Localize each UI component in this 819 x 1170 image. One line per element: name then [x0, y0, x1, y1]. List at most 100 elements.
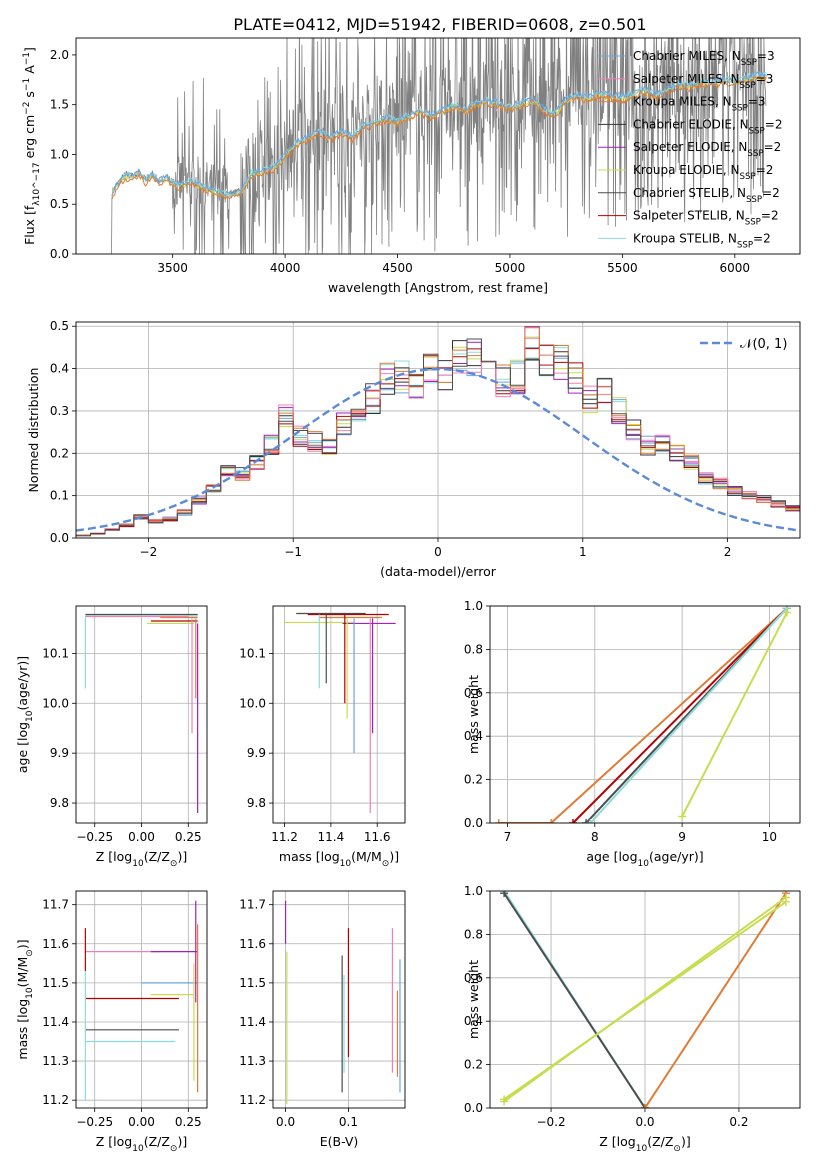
y-tick-label: 0.0	[50, 247, 69, 261]
y-tick-label: 11.7	[239, 898, 266, 912]
axes-frame	[75, 37, 801, 255]
legend-entry: Chabrier MILES, NSSP=3	[633, 49, 775, 68]
weight-point	[782, 608, 791, 617]
y-tick-label: 0.8	[464, 642, 483, 656]
observed-spectrum	[111, 38, 767, 254]
y-tick-label: 10.1	[42, 646, 69, 660]
weight-point	[678, 812, 687, 821]
y-tick-label: 11.5	[239, 976, 266, 990]
y-tick-label: 0.4	[464, 1014, 483, 1028]
y-tick-label: 0.5	[50, 197, 69, 211]
legend-entry: Salpeter MILES, NSSP=3	[633, 72, 773, 91]
axes-frame	[272, 890, 406, 1109]
weight-line	[681, 612, 788, 817]
y-tick-label: 11.2	[42, 1093, 69, 1107]
x-tick-label: −1	[284, 545, 302, 559]
y-tick-label: 0.8	[464, 927, 483, 941]
y-tick-label: 0.3	[50, 404, 69, 418]
x-axis-label: (data-model)/error	[380, 564, 497, 579]
axes-frame	[75, 605, 208, 824]
x-tick-label: 0.00	[128, 1115, 155, 1129]
y-axis-label: mass weight	[466, 675, 481, 754]
y-tick-label: 1.5	[50, 98, 69, 112]
x-tick-label: 6000	[720, 261, 751, 275]
x-tick-label: 7	[504, 830, 512, 844]
weight-point	[494, 819, 503, 823]
y-tick-label: 0.5	[50, 319, 69, 333]
x-tick-label: 11.6	[364, 830, 391, 844]
weight-point	[582, 819, 591, 823]
x-tick-label: 10	[762, 830, 777, 844]
y-tick-label: 11.7	[42, 898, 69, 912]
y-tick-label: 1.0	[464, 884, 483, 898]
y-tick-label: 0.4	[464, 729, 483, 743]
x-tick-label: 9	[678, 830, 686, 844]
panel-mass_weight_vs_age: 7 8 9 10 0.0 0.2 0.4 0.6 0.8 1.0 age [log10(age/yr…	[464, 599, 801, 869]
x-tick-label: 0.25	[175, 830, 202, 844]
y-axis-label: age [log10(age/yr)]	[15, 656, 35, 773]
y-tick-label: 0.0	[464, 1101, 483, 1115]
x-tick-label: 0.00	[128, 830, 155, 844]
y-tick-label: 1.0	[464, 599, 483, 613]
legend-entry: Kroupa MILES, NSSP=3	[633, 95, 766, 114]
panel-mass_vs_Z: −0.25 0.00 0.25 11.2 11.3 11.4 11.5 11.6 11.7 Z […	[15, 890, 208, 1154]
y-tick-label: 0.1	[50, 489, 69, 503]
y-tick-label: 10.0	[42, 696, 69, 710]
legend: 𝒩(0, 1)	[700, 337, 787, 352]
histogram-series	[76, 340, 800, 537]
x-tick-label: 4000	[270, 261, 301, 275]
y-tick-label: 11.6	[239, 937, 266, 951]
x-axis-label: wavelength [Angstrom, rest frame]	[328, 280, 548, 295]
axes-frame	[75, 321, 801, 539]
y-tick-label: 10.1	[239, 646, 266, 660]
y-tick-label: 11.6	[42, 937, 69, 951]
x-tick-label: 0	[434, 545, 442, 559]
y-tick-label: 9.8	[50, 796, 69, 810]
x-tick-label: 0.1	[339, 1115, 358, 1129]
legend-entry: Salpeter ELODIE, NSSP=2	[633, 140, 781, 159]
legend-entry: Kroupa STELIB, NSSP=2	[633, 231, 771, 250]
x-tick-label: −0.25	[76, 830, 113, 844]
y-tick-label: 9.9	[247, 746, 266, 760]
x-tick-label: 0.2	[729, 1115, 748, 1129]
y-tick-label: 9.8	[247, 796, 266, 810]
y-tick-label: 0.2	[464, 1058, 483, 1072]
histogram-series	[76, 344, 800, 537]
y-tick-label: 11.3	[239, 1054, 266, 1068]
plot-area	[284, 612, 396, 814]
x-axis-label: Z [log10(Z/Z⊙)]	[96, 849, 187, 869]
y-tick-label: 10.0	[239, 696, 266, 710]
x-axis-label: E(B-V)	[320, 1134, 359, 1149]
x-tick-label: 3500	[157, 261, 188, 275]
axes-frame	[489, 605, 801, 824]
y-tick-label: 11.4	[42, 1015, 69, 1029]
x-tick-label: 4500	[382, 261, 413, 275]
x-tick-label: 11.4	[318, 830, 345, 844]
weight-point	[781, 897, 790, 906]
x-tick-label: 2	[724, 545, 732, 559]
histogram-series	[76, 345, 800, 537]
x-tick-label: −2	[140, 545, 158, 559]
x-tick-label: 5000	[495, 261, 526, 275]
y-axis-label: Normed distribution	[26, 368, 41, 493]
axes-frame	[489, 890, 801, 1109]
panel-residuals: −2 −1 0 1 2 0.0 0.1 0.2 0.3 0.4 0.5 (data-model)/er…	[26, 319, 801, 579]
histogram-series	[76, 347, 800, 537]
y-tick-label: 0.6	[464, 686, 483, 700]
normal-curve	[76, 367, 800, 532]
x-tick-label: 1	[579, 545, 587, 559]
y-tick-label: 0.6	[464, 971, 483, 985]
model-spectrum	[111, 75, 767, 201]
y-tick-label: 0.2	[464, 773, 483, 787]
panel-mass_vs_ebv: 0.0 0.1 11.2 11.3 11.4 11.5 11.6 11.7 E(B-V)	[239, 890, 406, 1149]
x-tick-label: 8	[591, 830, 599, 844]
histogram-series	[76, 338, 800, 537]
plot-area	[494, 606, 791, 823]
panel-mass_weight_vs_Z: −0.2 0.0 0.2 0.0 0.2 0.4 0.6 0.8 1.0 Z [log10(Z/Z…	[464, 884, 801, 1154]
x-axis-label: Z [log10(Z/Z⊙)]	[599, 1134, 690, 1154]
weight-line	[572, 607, 788, 823]
y-axis-label: mass [log10(M/M⊙)]	[15, 939, 35, 1059]
x-axis-label: Z [log10(Z/Z⊙)]	[96, 1134, 187, 1154]
legend-entry: Salpeter STELIB, NSSP=2	[633, 209, 779, 228]
